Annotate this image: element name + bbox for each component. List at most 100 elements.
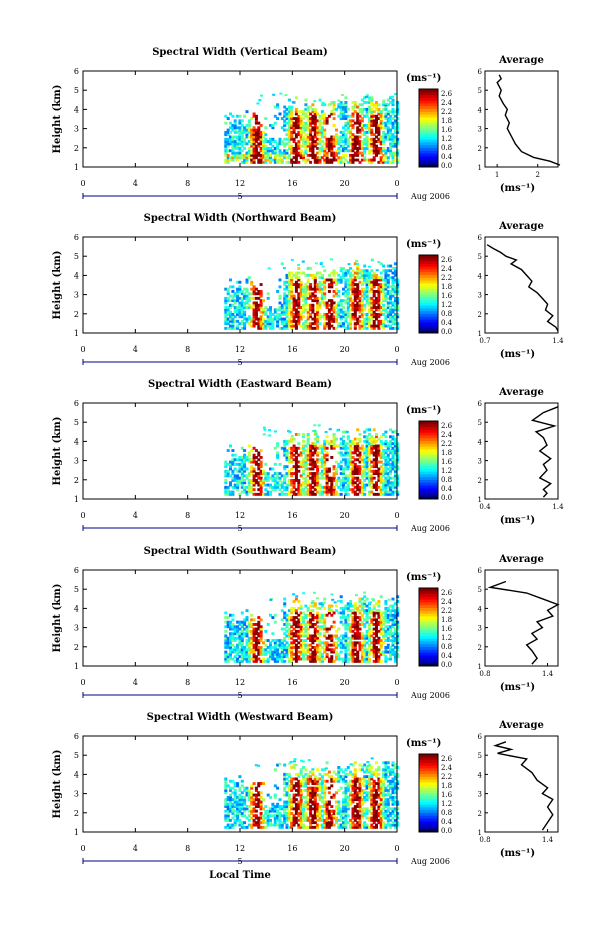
heatmap-cell — [311, 444, 315, 448]
heatmap-cell — [311, 650, 315, 654]
heatmap-cell — [363, 636, 367, 640]
heatmap-cell — [351, 659, 355, 663]
heatmap-cell — [238, 655, 242, 659]
heatmap-cell — [311, 110, 315, 114]
heatmap-cell — [391, 613, 395, 617]
heatmap-cell — [309, 112, 313, 116]
heatmap-cell — [386, 449, 390, 452]
heatmap-cell — [252, 147, 256, 150]
heatmap-cell — [370, 140, 374, 143]
heatmap-cell — [396, 121, 400, 125]
heatmap-cell — [311, 604, 315, 608]
heatmap-cell — [330, 149, 334, 153]
heatmap-cell — [393, 632, 397, 636]
heatmap-cell — [346, 308, 350, 312]
heatmap-cell — [379, 124, 383, 127]
heatmap-cell — [309, 124, 313, 127]
heatmap-cell — [278, 492, 282, 496]
heatmap-cell — [252, 655, 256, 659]
heatmap-cell — [382, 469, 386, 473]
heatmap-cell — [292, 458, 296, 462]
heatmap-cell — [386, 629, 390, 633]
colorbar-tick-label: 1.8 — [441, 616, 452, 624]
heatmap-cell — [384, 285, 388, 289]
heatmap-cell — [370, 442, 374, 446]
heatmap-cell — [389, 485, 393, 489]
heatmap-cell — [358, 121, 362, 125]
heatmap-cell — [384, 460, 388, 464]
heatmap-cell — [266, 147, 270, 150]
heatmap-cell — [252, 137, 256, 141]
heatmap-cell — [264, 479, 268, 482]
heatmap-cell — [297, 151, 301, 155]
heatmap-cell — [382, 114, 386, 118]
heatmap-cell — [353, 322, 357, 326]
heatmap-cell — [330, 479, 334, 482]
heatmap-cell — [262, 153, 265, 157]
heatmap-cell — [389, 110, 393, 114]
heatmap-cell — [283, 144, 287, 148]
heatmap-cell — [250, 460, 254, 464]
heatmap-cell — [377, 151, 381, 155]
heatmap-cell — [243, 301, 247, 305]
heatmap-cell — [318, 114, 322, 118]
heatmap-cell — [294, 620, 298, 624]
heatmap-cell — [339, 269, 343, 273]
heatmap-cell — [309, 119, 313, 123]
heatmap-cell — [391, 481, 395, 485]
heatmap-cell — [332, 659, 336, 663]
heatmap-cell — [316, 437, 320, 441]
heatmap-cell — [393, 262, 397, 266]
heatmap-cell — [363, 488, 367, 492]
heatmap-cell — [306, 158, 310, 162]
heatmap-cell — [309, 488, 313, 492]
heatmap-cell — [351, 158, 355, 162]
colorbar-swatch — [419, 421, 438, 425]
heatmap-cell — [386, 147, 390, 150]
heatmap-cell — [229, 121, 232, 125]
heatmap-cell — [370, 107, 374, 111]
heatmap-cell — [370, 269, 374, 273]
heatmap-cell — [226, 287, 230, 291]
heatmap-cell — [365, 632, 369, 636]
heatmap-cell — [375, 114, 378, 118]
heatmap-cell — [285, 151, 289, 155]
heatmap-cell — [254, 133, 258, 137]
heatmap-cell — [342, 107, 345, 111]
heatmap-cell — [325, 313, 329, 316]
heatmap-cell — [353, 290, 357, 293]
heatmap-cell — [290, 625, 294, 629]
heatmap-cell — [368, 483, 371, 487]
colorbar-swatch — [419, 476, 438, 480]
heatmap-cell — [351, 273, 355, 277]
heatmap-cell — [358, 623, 362, 626]
heatmap-cell — [324, 431, 328, 433]
heatmap-cell — [351, 306, 355, 309]
heatmap-cell — [358, 147, 362, 150]
heatmap-cell — [389, 655, 393, 659]
heatmap-cell — [377, 474, 381, 478]
heatmap-cell — [236, 310, 240, 314]
heatmap-cell — [287, 105, 291, 109]
heatmap-cell — [358, 144, 362, 148]
heatmap-cell — [236, 652, 240, 656]
heatmap-cell — [391, 103, 395, 107]
heatmap-cell — [323, 301, 327, 305]
heatmap-cell — [304, 460, 308, 464]
heatmap-cell — [304, 479, 308, 482]
heatmap-cell — [318, 283, 322, 286]
heatmap-cell — [318, 271, 322, 275]
heatmap-cell — [299, 133, 303, 137]
heatmap-cell — [349, 278, 353, 282]
heatmap-cell — [266, 476, 270, 480]
heatmap-cell — [224, 322, 228, 326]
heatmap-cell — [240, 460, 244, 464]
heatmap-cell — [377, 609, 381, 613]
heatmap-cell — [351, 655, 355, 659]
heatmap-cell — [243, 474, 247, 478]
heatmap-cell — [346, 119, 350, 123]
heatmap-cell — [320, 458, 324, 462]
heatmap-cell — [304, 319, 308, 323]
heatmap-cell — [283, 442, 287, 446]
heatmap-cell — [393, 278, 397, 282]
